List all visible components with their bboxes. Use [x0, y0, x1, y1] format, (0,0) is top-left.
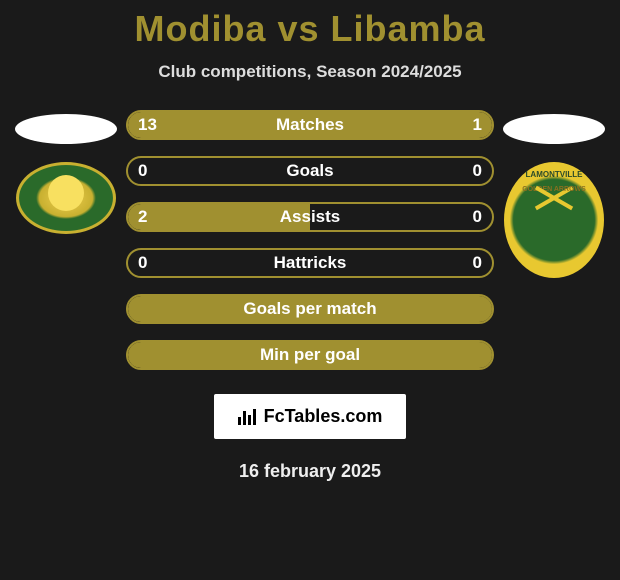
left-club-badge [16, 162, 116, 234]
badge-text: LAMONTVILLE [506, 170, 602, 179]
stat-label: Hattricks [274, 253, 347, 273]
right-club-badge: LAMONTVILLE GOLDEN ARROWS [504, 162, 604, 278]
left-player-col [6, 110, 126, 234]
stat-label: Min per goal [260, 345, 360, 365]
stat-value-left: 2 [138, 207, 147, 227]
bar-fill-left [128, 112, 412, 138]
stat-value-left: 13 [138, 115, 157, 135]
fctables-watermark: FcTables.com [214, 394, 407, 439]
stat-value-right: 1 [473, 115, 482, 135]
brand-text: FcTables.com [264, 406, 383, 427]
right-player-col: LAMONTVILLE GOLDEN ARROWS [494, 110, 614, 278]
stat-value-left: 0 [138, 161, 147, 181]
stat-label: Goals per match [243, 299, 376, 319]
stat-label: Matches [276, 115, 344, 135]
stat-label: Assists [280, 207, 340, 227]
stat-value-right: 0 [473, 207, 482, 227]
stat-bar: 0 0 Goals [126, 156, 494, 186]
stat-bar: 2 0 Assists [126, 202, 494, 232]
stat-bar: 13 1 Matches [126, 110, 494, 140]
stat-bar: 0 0 Hattricks [126, 248, 494, 278]
date-label: 16 february 2025 [239, 461, 381, 482]
page-title: Modiba vs Libamba [134, 8, 485, 50]
stat-label: Goals [286, 161, 333, 181]
stat-bar: Min per goal [126, 340, 494, 370]
stat-bar: Goals per match [126, 294, 494, 324]
left-flag [15, 114, 117, 144]
stat-value-right: 0 [473, 253, 482, 273]
stat-value-right: 0 [473, 161, 482, 181]
badge-text: GOLDEN ARROWS [506, 186, 602, 193]
stat-bars: 13 1 Matches 0 0 Goals 2 0 Assists 0 0 Hattricks Goa… [126, 110, 494, 370]
comparison-row: 13 1 Matches 0 0 Goals 2 0 Assists 0 0 Hattricks Goa… [0, 110, 620, 370]
stat-value-left: 0 [138, 253, 147, 273]
chart-icon [238, 409, 256, 425]
subtitle: Club competitions, Season 2024/2025 [158, 62, 461, 82]
right-flag [503, 114, 605, 144]
